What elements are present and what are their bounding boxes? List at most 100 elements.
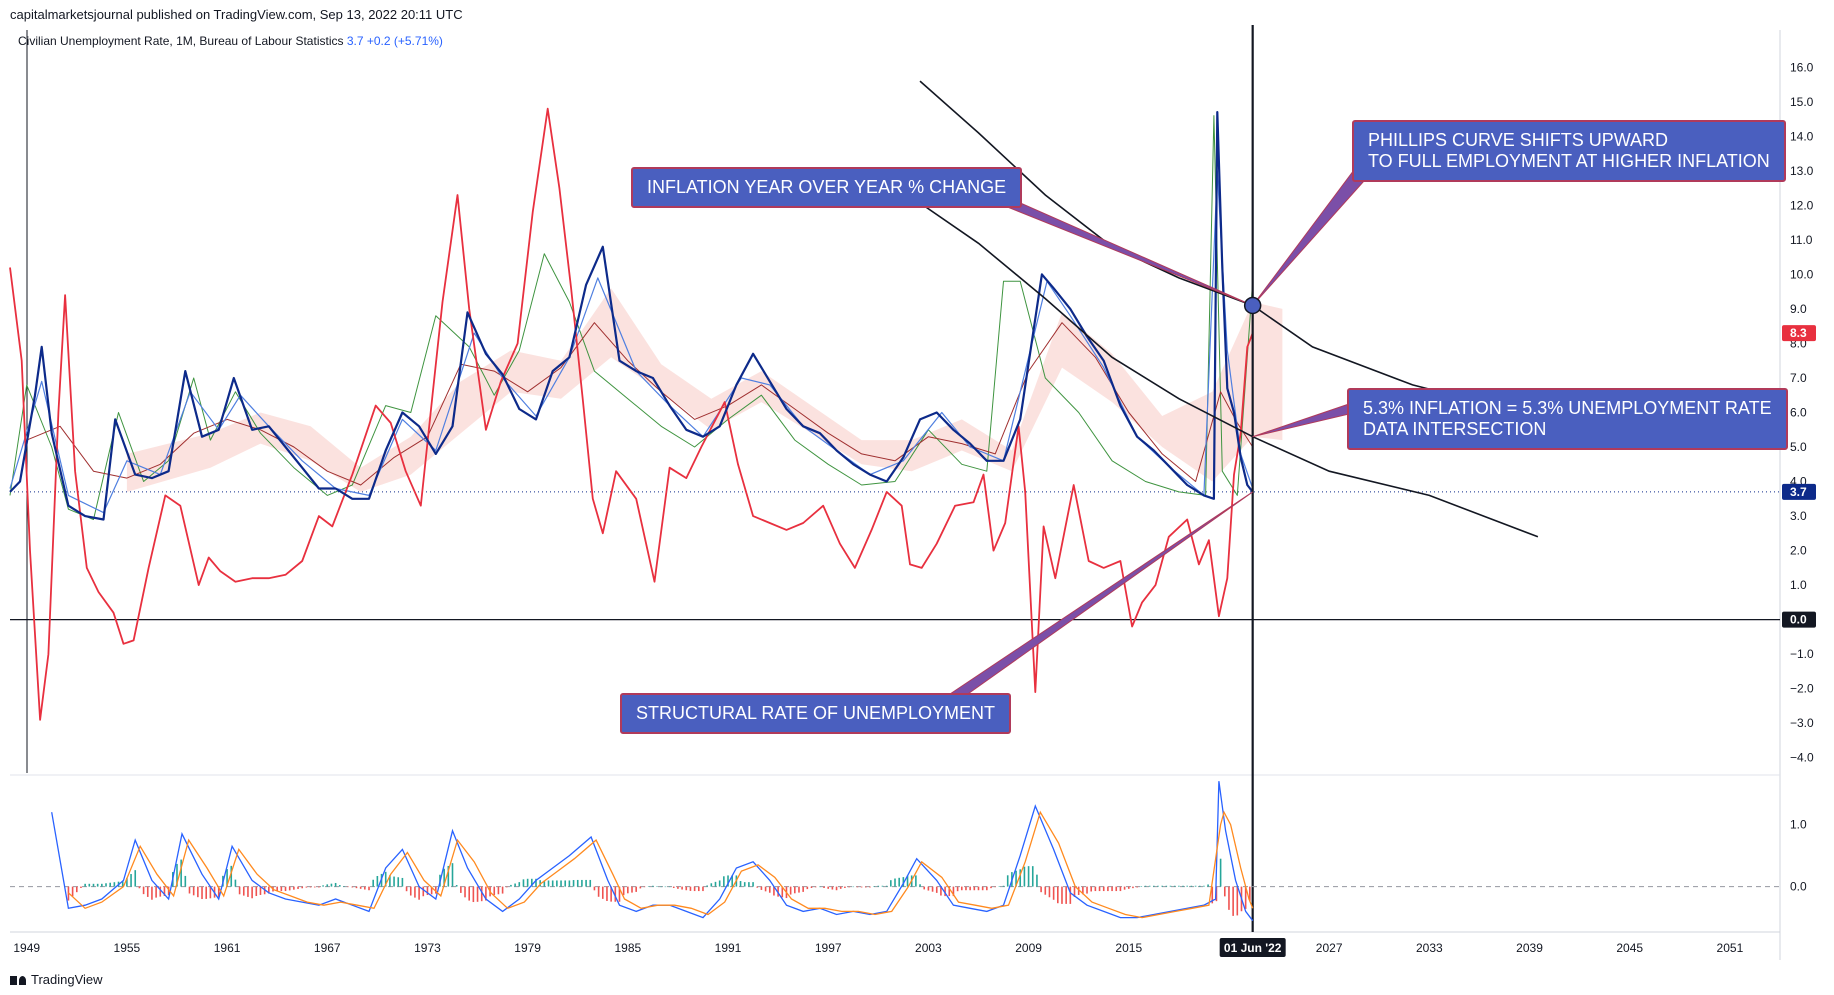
histogram-bar <box>1119 886 1122 892</box>
histogram-bar <box>677 886 679 889</box>
histogram-bar <box>268 886 270 894</box>
histogram-bar <box>597 886 600 897</box>
x-tick-label: 1991 <box>715 941 742 955</box>
histogram-bar <box>1048 886 1051 898</box>
histogram-bar <box>852 886 855 888</box>
histogram-bar <box>130 874 132 887</box>
x-tick-label: 2039 <box>1516 941 1543 955</box>
histogram-bar <box>810 886 813 888</box>
x-tick-label: 1961 <box>214 941 241 955</box>
histogram-bar <box>113 882 116 887</box>
histogram-bar <box>556 880 558 887</box>
y-tick-label: 3.0 <box>1790 509 1807 523</box>
histogram-bar <box>739 881 742 887</box>
histogram-bar <box>397 877 400 887</box>
histogram-bar <box>798 886 800 893</box>
histogram-bar <box>919 884 921 887</box>
histogram-bar <box>376 875 379 887</box>
histogram-bar <box>305 886 308 888</box>
callout-phillips-shift[interactable]: PHILLIPS CURVE SHIFTS UPWARD TO FULL EMP… <box>1352 120 1786 182</box>
histogram-bar <box>927 886 930 891</box>
histogram-bar <box>1077 886 1080 895</box>
histogram-bar <box>430 886 433 895</box>
histogram-bar <box>835 886 838 891</box>
histogram-bar <box>706 885 708 887</box>
histogram-bar <box>96 883 99 887</box>
histogram-bar <box>606 886 608 901</box>
histogram-bar <box>242 886 245 896</box>
histogram-bar <box>368 886 370 891</box>
histogram-bar <box>1061 886 1063 904</box>
histogram-bar <box>731 875 733 887</box>
y-tick-label: 7.0 <box>1790 371 1807 385</box>
histogram-bar <box>334 882 337 887</box>
callout-structural-unemployment[interactable]: STRUCTURAL RATE OF UNEMPLOYMENT <box>620 693 1012 734</box>
histogram-bar <box>994 886 996 888</box>
y-tick-label: −3.0 <box>1790 716 1814 730</box>
histogram-bar <box>773 886 775 896</box>
histogram-bar <box>251 886 253 899</box>
histogram-bar <box>518 882 521 887</box>
histogram-bar <box>560 880 562 887</box>
histogram-bar <box>284 886 287 892</box>
histogram-bar <box>259 886 262 895</box>
x-tick-label: 2027 <box>1316 941 1343 955</box>
histogram-bar <box>514 883 516 887</box>
histogram-bar <box>121 881 124 887</box>
y-tick-label: 10.0 <box>1790 267 1814 281</box>
histogram-bar <box>923 886 926 890</box>
histogram-bar <box>581 879 583 887</box>
histogram-bar <box>372 879 374 887</box>
tradingview-logo[interactable]: TradingView <box>10 972 103 987</box>
histogram-bar <box>610 886 612 902</box>
histogram-bar <box>1223 886 1226 897</box>
histogram-bar <box>689 886 692 891</box>
x-tick-label: 2045 <box>1616 941 1643 955</box>
histogram-bar <box>756 886 759 888</box>
histogram-bar <box>890 880 892 887</box>
histogram-bar <box>322 885 324 887</box>
histogram-bar <box>723 876 725 887</box>
x-tick-label: 2009 <box>1015 941 1042 955</box>
histogram-bar <box>935 886 938 893</box>
histogram-bar <box>180 859 182 887</box>
histogram-bar <box>1236 886 1239 916</box>
callout-inflation[interactable]: INFLATION YEAR OVER YEAR % CHANGE <box>631 167 1023 208</box>
histogram-bar <box>501 886 504 894</box>
histogram-bar <box>589 879 592 887</box>
histogram-bar <box>668 886 671 888</box>
histogram-bar <box>1065 886 1067 904</box>
histogram-bar <box>848 886 850 888</box>
histogram-bar <box>622 886 625 896</box>
histogram-bar <box>159 886 162 897</box>
histogram-bar <box>948 886 951 897</box>
histogram-bar <box>986 886 988 891</box>
histogram-bar <box>176 863 178 887</box>
histogram-bar <box>543 880 546 887</box>
histogram-bar <box>313 886 316 888</box>
histogram-bar <box>201 886 203 900</box>
histogram-bar <box>297 886 299 889</box>
x-tick-label: 1997 <box>815 941 842 955</box>
histogram-bar <box>1006 875 1009 887</box>
histogram-bar <box>681 886 683 890</box>
histogram-bar <box>572 880 575 887</box>
histogram-bar <box>752 882 754 887</box>
histogram-bar <box>343 886 345 887</box>
histogram-bar <box>1198 885 1201 887</box>
histogram-bar <box>401 877 404 887</box>
histogram-bar <box>710 883 713 887</box>
histogram-bar <box>389 875 391 887</box>
series-legend[interactable]: Civilian Unemployment Rate, 1M, Bureau o… <box>18 34 443 48</box>
y-tick-label: −4.0 <box>1790 751 1814 765</box>
cloud-band <box>126 288 1283 492</box>
series-name: Civilian Unemployment Rate, 1M, Bureau o… <box>18 34 344 48</box>
histogram-bar <box>418 886 420 900</box>
oscillator-signal-line <box>67 810 1254 919</box>
histogram-bar <box>1140 886 1143 887</box>
histogram-bar <box>75 886 78 893</box>
histogram-bar <box>952 886 955 897</box>
callout-data-intersection[interactable]: 5.3% INFLATION = 5.3% UNEMPLOYMENT RATE … <box>1347 388 1788 450</box>
histogram-bar <box>455 885 458 887</box>
